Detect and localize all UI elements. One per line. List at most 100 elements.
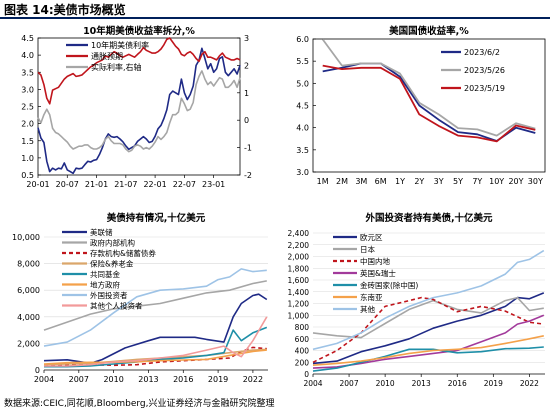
x-tick-label: 2007: [69, 375, 89, 384]
y-tick-label: 1.5: [21, 137, 34, 146]
x-tick-label: 2013: [412, 379, 431, 388]
series-line-7: [44, 316, 268, 367]
y-tick-label: 1,400: [288, 288, 310, 297]
x-tick-label: 2019: [484, 379, 503, 388]
y-tick-label: 1,000: [288, 311, 310, 320]
x-tick-label: 22-07: [173, 180, 196, 189]
y2-tick-label: 3: [244, 34, 249, 43]
y-tick-label: 1.0: [21, 154, 34, 163]
legend-label: 2023/6/2: [464, 48, 500, 57]
foreign-svg: 外国投资者持有美债,十亿美元 0 200 400 600 800 1,000 1,200 1,4…: [288, 212, 545, 388]
series-line-0: [322, 62, 536, 142]
series-line-3: [312, 314, 545, 369]
legend-label: 其他个人投资者: [90, 301, 143, 311]
legend-label: 2023/5/26: [464, 66, 505, 75]
x-tick-label: 1M: [317, 177, 329, 186]
y2-tick-label: 2: [244, 61, 249, 70]
chart-title: 10年期美债收益率拆分,%: [83, 25, 195, 37]
y-tick-label: 3.5: [296, 146, 309, 155]
x-tick-label: 2019: [208, 375, 228, 384]
y-tick-label: 10,000: [12, 233, 40, 242]
x-tick-label: 30Y: [528, 177, 543, 186]
legend-label: 中国内地: [360, 256, 390, 266]
y-tick-label: 0.5: [21, 171, 34, 180]
yield-curve-svg: 美国国债收益率,% 3.0 3.5 4.0 4.5 5.0 5.5 6.0 1M 2M 3M 6M 1Y…: [296, 25, 546, 186]
y-tick-label: 2,200: [288, 241, 310, 250]
y-tick-label: 5.0: [296, 79, 309, 88]
series-line-5: [312, 335, 544, 366]
treasury-holders-chart: 美债持有情况,十亿美元 0 2,000 4,000 6,000 8,000 10,000 20…: [0, 207, 275, 395]
y-tick-label: 8,000: [17, 260, 40, 269]
legend-label: 英国&瑞士: [360, 268, 396, 278]
legend-label: 金砖国家(除中国): [360, 280, 418, 290]
x-tick-label: 21-01: [85, 180, 108, 189]
y-tick-label: 2,000: [17, 339, 40, 348]
yield-decomposition-chart: 10年期美债收益率拆分,% 0.5 1.0 1.5 2.0 2.5 3.0 3.5 4.0 4.5…: [0, 22, 275, 190]
holders-svg: 美债持有情况,十亿美元 0 2,000 4,000 6,000 8,000 10,000 20…: [12, 212, 268, 384]
legend-label: 欧元区: [360, 232, 383, 242]
y2-tick-label: 1: [244, 89, 249, 98]
chart-title: 美国国债收益率,%: [388, 25, 469, 37]
figure-header: 图表 14:美债市场概览: [0, 0, 550, 19]
series-line-1: [37, 37, 241, 105]
x-tick-label: 2007: [340, 379, 359, 388]
series-line-0: [37, 47, 241, 175]
series-line-2: [322, 64, 536, 143]
x-tick-label: 22-01: [143, 180, 166, 189]
legend-label: 通胀预期: [91, 51, 123, 61]
x-tick-label: 2004: [303, 379, 322, 388]
legend-label: 日本: [360, 244, 375, 254]
y-tick-label: 0: [304, 370, 309, 379]
y-tick-label: 1,600: [288, 276, 310, 285]
x-tick-label: 10Y: [489, 177, 504, 186]
y-tick-label: 800: [295, 323, 310, 332]
series-line-1: [43, 280, 267, 331]
x-tick-label: 3Y: [434, 177, 444, 186]
x-tick-label: 2016: [448, 379, 467, 388]
series-line-6: [312, 249, 545, 351]
y-tick-label: 4,000: [17, 313, 40, 322]
legend-label: 保险&养老金: [90, 259, 134, 269]
y-tick-label: 3.0: [21, 85, 34, 94]
y-tick-label: 4.0: [296, 124, 309, 133]
x-tick-label: 3M: [355, 177, 367, 186]
chart-title: 外国投资者持有美债,十亿美元: [364, 212, 493, 224]
legend-label: 2023/5/19: [464, 84, 505, 93]
x-tick-label: 1Y: [395, 177, 405, 186]
plot-frame: [312, 38, 546, 173]
y-tick-label: 1,200: [288, 300, 310, 309]
y-tick-label: 5.5: [296, 57, 309, 66]
x-tick-label: 2022: [243, 375, 263, 384]
y-tick-label: 2,000: [288, 253, 310, 262]
legend-label: 10年期美债利率: [91, 40, 149, 50]
y-tick-label: 2.0: [21, 120, 34, 129]
y-tick-label: 0: [35, 366, 40, 375]
series-line-4: [44, 326, 268, 368]
y2-tick-label: 0: [244, 116, 249, 125]
yield-curve-chart: 美国国债收益率,% 3.0 3.5 4.0 4.5 5.0 5.5 6.0 1M 2M 3M 6M 1Y…: [275, 22, 550, 190]
y-tick-label: 3.0: [296, 168, 309, 177]
y-tick-label: 3.5: [21, 68, 34, 77]
plot-frame: [37, 37, 241, 176]
x-tick-label: 7Y: [472, 177, 482, 186]
x-tick-label: 2013: [138, 375, 158, 384]
y-tick-label: 4.0: [21, 51, 34, 60]
x-tick-label: 20-01: [26, 180, 49, 189]
figure-title: 图表 14:美债市场概览: [4, 3, 126, 17]
title-rule: [0, 17, 550, 19]
x-tick-label: 20Y: [508, 177, 523, 186]
y-tick-label: 6,000: [17, 286, 40, 295]
x-tick-label: 23-01: [202, 180, 225, 189]
foreign-holders-chart: 外国投资者持有美债,十亿美元 0 200 400 600 800 1,000 1,200 1,4…: [275, 207, 550, 395]
y-tick-label: 4.5: [21, 34, 34, 43]
y-tick-label: 1,800: [288, 264, 310, 273]
yield-decomp-svg: 10年期美债收益率拆分,% 0.5 1.0 1.5 2.0 2.5 3.0 3.5 4.0 4.5…: [21, 25, 252, 189]
y2-tick-label: -2: [244, 171, 252, 180]
x-tick-label: 6M: [375, 177, 387, 186]
legend-label: 存款机构&储蓄债券: [90, 248, 156, 258]
legend-label: 地方政府: [90, 280, 120, 290]
x-tick-label: 2M: [336, 177, 348, 186]
series-line-1: [321, 38, 536, 137]
series-line-2: [37, 70, 241, 153]
series-line-2: [312, 296, 544, 364]
